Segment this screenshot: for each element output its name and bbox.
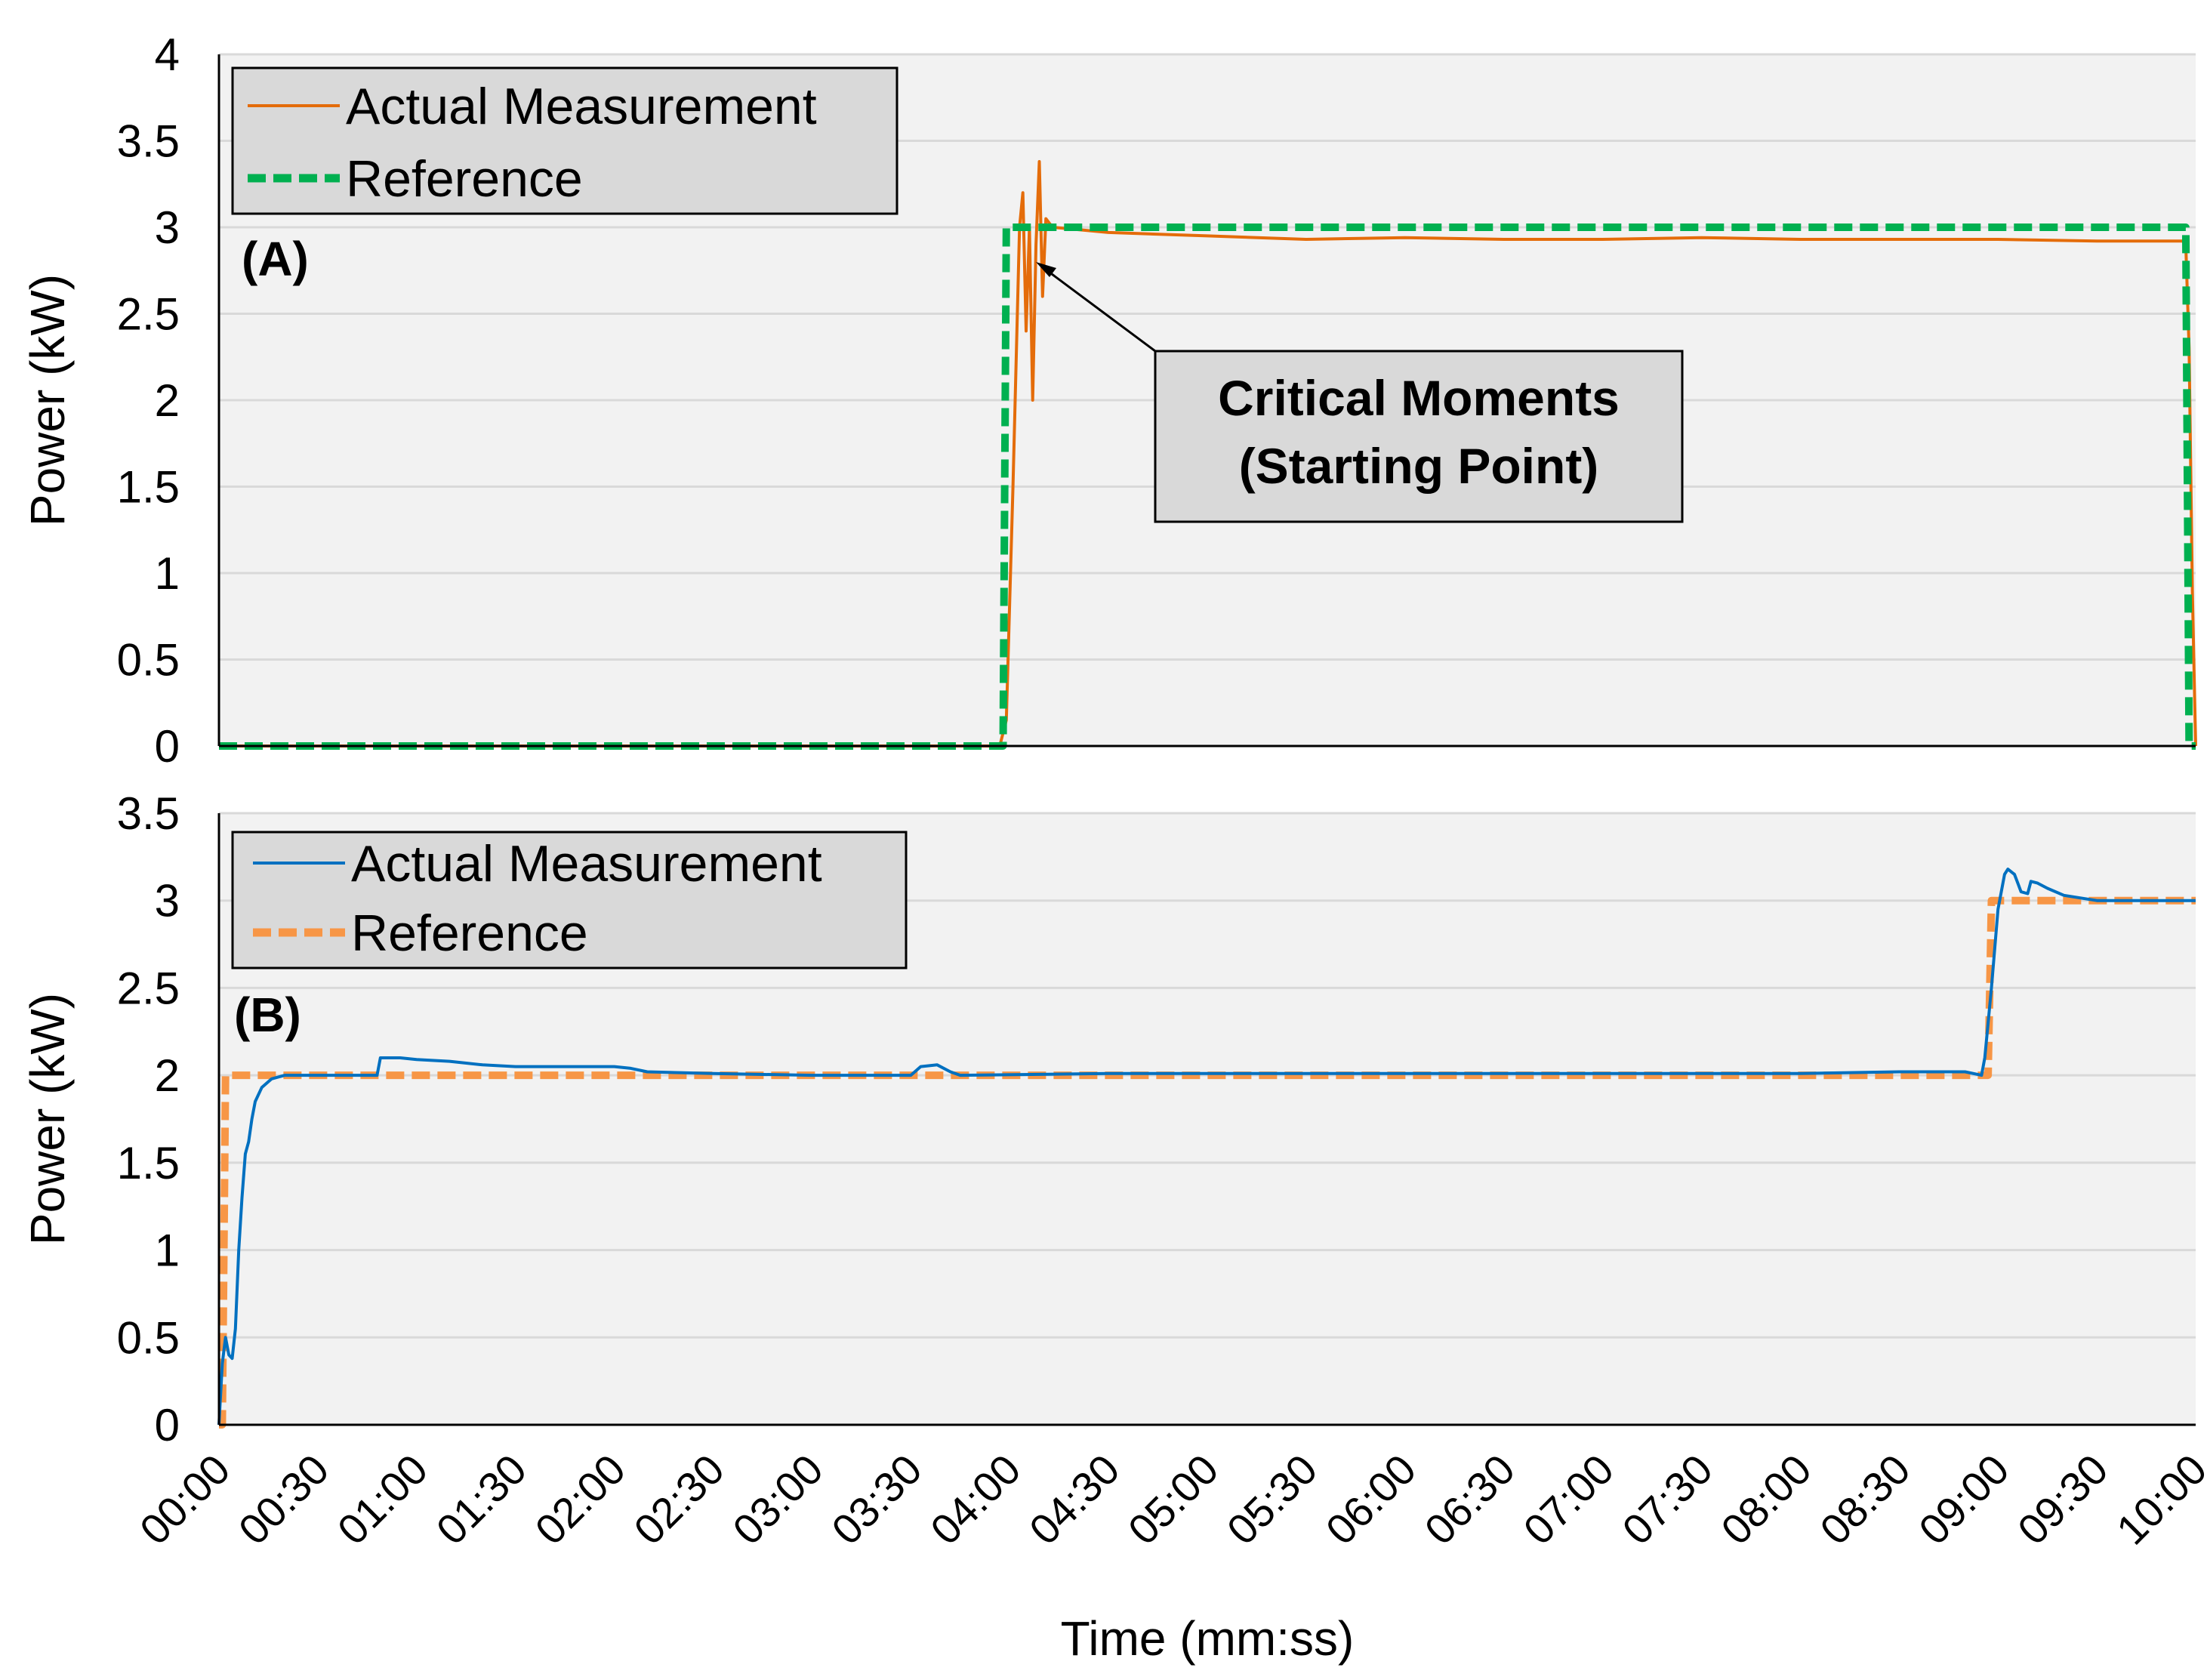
- x-tick-label: 07:00: [1514, 1445, 1623, 1554]
- x-tick-label: 08:30: [1811, 1445, 1919, 1554]
- x-tick-label: 04:30: [1020, 1445, 1129, 1554]
- y-tick-label: 1: [155, 548, 180, 599]
- x-tick-labels: 00:0000:3001:0001:3002:0002:3003:0003:30…: [131, 1445, 2207, 1554]
- panel-b-legend-label-reference: Reference: [351, 905, 588, 962]
- x-tick-label: 06:00: [1317, 1445, 1426, 1554]
- x-tick-label: 09:00: [1910, 1445, 2018, 1554]
- panel-b-y-axis-title: Power (kW): [20, 993, 75, 1245]
- callout-line-2: (Starting Point): [1239, 438, 1599, 494]
- y-tick-label: 2.5: [117, 289, 180, 340]
- y-tick-label: 2: [155, 375, 180, 426]
- callout-arrow-line: [1045, 268, 1156, 353]
- x-tick-label: 02:00: [526, 1445, 634, 1554]
- panel-a-legend-box: [231, 66, 899, 215]
- panel-a-y-axis-title: Power (kW): [20, 274, 75, 526]
- x-tick-label: 01:30: [427, 1445, 536, 1554]
- callout-line-1: Critical Moments: [1218, 370, 1620, 426]
- y-tick-label: 0.5: [117, 1312, 180, 1363]
- series-line-actual-measurement: [219, 160, 2197, 748]
- panel-a-legend-label-actual: Actual Measurement: [346, 78, 817, 135]
- y-tick-label: 1.5: [117, 462, 180, 513]
- panel-a-y-tick-labels: 0 0.5 1 1.5 2 2.5 3 3.5 4: [117, 29, 180, 772]
- x-tick-label: 09:30: [2008, 1445, 2117, 1554]
- critical-moments-callout: Critical Moments (Starting Point): [1036, 262, 1684, 523]
- x-tick-label: 08:00: [1712, 1445, 1820, 1554]
- callout-box: [1154, 350, 1684, 523]
- x-tick-label: 00:00: [131, 1445, 239, 1554]
- y-tick-label: 4: [155, 29, 180, 80]
- series-line-actual-measurement: [217, 868, 2196, 1426]
- y-tick-label: 3: [155, 876, 180, 926]
- x-tick-label: 07:30: [1613, 1445, 1722, 1554]
- x-tick-label: 05:00: [1119, 1445, 1228, 1554]
- panel-a-label: (A): [242, 232, 309, 286]
- x-tick-label: 05:30: [1218, 1445, 1327, 1554]
- x-tick-label: 01:00: [328, 1445, 437, 1554]
- y-tick-label: 3.5: [117, 788, 180, 839]
- panel-b-legend-label-actual: Actual Measurement: [351, 835, 822, 892]
- y-tick-label: 3: [155, 202, 180, 253]
- x-axis-title: Time (mm:ss): [1061, 1611, 1355, 1666]
- panel-a-legend-label-reference: Reference: [346, 150, 583, 208]
- panel-b-legend-box: [231, 831, 908, 969]
- x-tick-label: 03:00: [723, 1445, 832, 1554]
- panel-a-legend: Actual Measurement Reference: [231, 66, 899, 215]
- x-tick-label: 06:30: [1416, 1445, 1524, 1554]
- panel-a: 0 0.5 1 1.5 2 2.5 3 3.5 4 Power (kW) (A) Actual …: [20, 29, 2197, 772]
- y-tick-label: 1: [155, 1225, 180, 1276]
- y-tick-label: 3.5: [117, 116, 180, 167]
- y-tick-label: 1.5: [117, 1138, 180, 1188]
- y-tick-label: 0: [155, 721, 180, 772]
- panel-b-y-tick-labels: 0 0.5 1 1.5 2 2.5 3 3.5: [117, 788, 180, 1450]
- y-tick-label: 2.5: [117, 963, 180, 1013]
- panel-b: 0 0.5 1 1.5 2 2.5 3 3.5 Power (kW) (B) Actual M…: [20, 788, 2207, 1666]
- panel-b-legend: Actual Measurement Reference: [231, 831, 908, 969]
- x-tick-label: 10:00: [2107, 1445, 2207, 1554]
- y-tick-label: 0.5: [117, 635, 180, 686]
- x-tick-label: 03:30: [822, 1445, 931, 1554]
- panel-b-label: (B): [234, 988, 301, 1042]
- x-tick-label: 04:00: [921, 1445, 1030, 1554]
- y-tick-label: 0: [155, 1400, 180, 1450]
- callout-arrowhead-icon: [1036, 262, 1056, 277]
- y-tick-label: 2: [155, 1050, 180, 1101]
- x-tick-label: 00:30: [230, 1445, 338, 1554]
- x-tick-label: 02:30: [624, 1445, 733, 1554]
